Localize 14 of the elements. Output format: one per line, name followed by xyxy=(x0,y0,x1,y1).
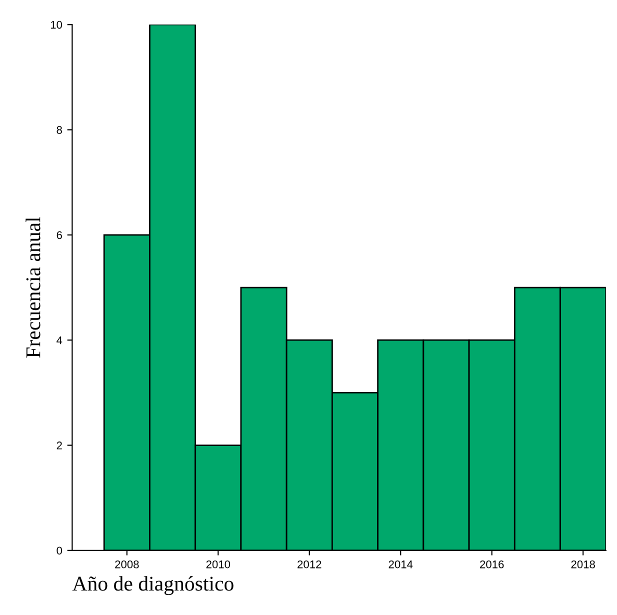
x-tick-label: 2016 xyxy=(480,560,504,568)
x-tick-label: 2008 xyxy=(115,560,139,568)
x-tick-label: 2010 xyxy=(206,560,230,568)
y-tick-label: 10 xyxy=(50,20,62,29)
y-tick-label: 4 xyxy=(56,336,62,344)
x-tick-label: 2012 xyxy=(298,560,322,568)
y-tick-label: 6 xyxy=(56,231,62,240)
x-tick-label: 2014 xyxy=(388,560,413,568)
x-tick-label: 2018 xyxy=(571,560,595,568)
x-axis-title: Año de diagnóstico xyxy=(72,576,234,596)
y-tick-label: 0 xyxy=(56,546,62,555)
y-tick-label: 8 xyxy=(56,126,62,134)
y-axis-title: Frecuencia anual xyxy=(26,217,40,358)
y-tick-label: 2 xyxy=(56,442,62,450)
